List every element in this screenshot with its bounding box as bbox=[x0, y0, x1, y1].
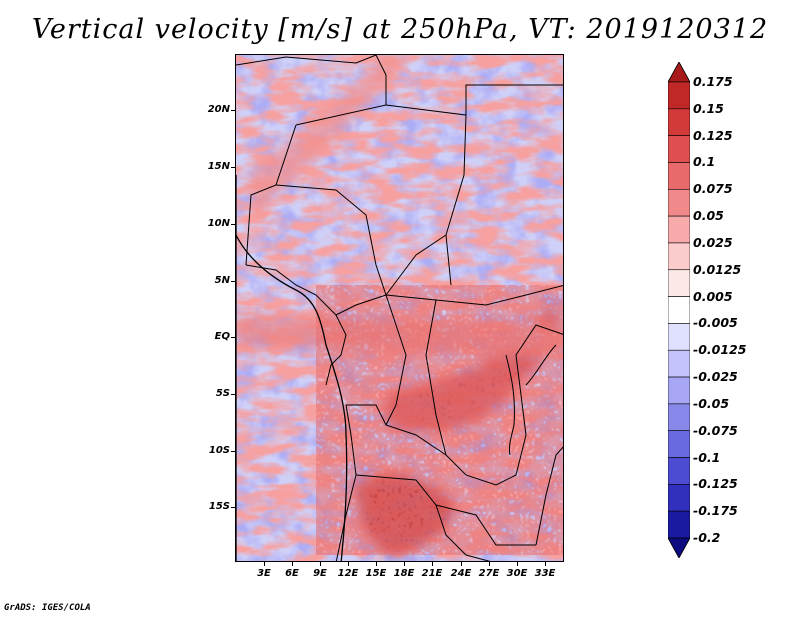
country-borders bbox=[236, 55, 563, 561]
x-label-15e: 15E bbox=[365, 568, 387, 579]
x-label-30e: 30E bbox=[506, 568, 528, 579]
x-tick bbox=[376, 562, 377, 566]
colorbar-label: -0.2 bbox=[693, 530, 721, 545]
colorbar-swatch bbox=[667, 430, 691, 458]
x-label-9e: 9E bbox=[313, 568, 327, 579]
coastline bbox=[236, 175, 348, 561]
colorbar-max-triangle bbox=[667, 61, 691, 83]
y-label-20n: 20N bbox=[207, 104, 230, 115]
y-label-5s: 5S bbox=[215, 388, 230, 399]
colorbar-label: 0.05 bbox=[693, 208, 724, 224]
x-label-21e: 21E bbox=[421, 568, 443, 579]
y-label-10s: 10S bbox=[208, 445, 230, 456]
x-tick bbox=[489, 562, 490, 566]
colorbar-label: -0.05 bbox=[693, 395, 730, 411]
y-label-15s: 15S bbox=[208, 501, 230, 512]
y-label-eq: EQ bbox=[214, 331, 230, 342]
colorbar-label: 0.0125 bbox=[693, 261, 742, 277]
x-tick bbox=[545, 562, 546, 566]
colorbar-swatch bbox=[667, 323, 691, 351]
x-label-6e: 6E bbox=[285, 568, 299, 579]
x-label-18e: 18E bbox=[393, 568, 415, 579]
colorbar-swatch bbox=[667, 403, 691, 432]
colorbar-label: 0.075 bbox=[693, 181, 733, 197]
colorbar-label: -0.125 bbox=[693, 476, 738, 492]
colorbar-swatch bbox=[667, 296, 691, 324]
colorbar-min-triangle bbox=[667, 537, 691, 559]
colorbar-label: -0.005 bbox=[693, 315, 738, 331]
colorbar-swatch bbox=[667, 376, 691, 405]
y-tick bbox=[231, 281, 235, 282]
y-tick bbox=[231, 507, 235, 508]
y-label-10n: 10N bbox=[207, 218, 230, 229]
x-tick bbox=[461, 562, 462, 566]
x-tick bbox=[320, 562, 321, 566]
x-label-33e: 33E bbox=[534, 568, 556, 579]
y-tick bbox=[231, 224, 235, 225]
x-label-27e: 27E bbox=[478, 568, 500, 579]
x-tick bbox=[264, 562, 265, 566]
colorbar bbox=[667, 61, 691, 559]
y-tick bbox=[231, 394, 235, 395]
colorbar-label: -0.1 bbox=[693, 449, 721, 465]
colorbar-label: -0.175 bbox=[693, 503, 738, 519]
credit-text: GrADS: IGES/COLA bbox=[4, 603, 91, 613]
colorbar-label: -0.025 bbox=[693, 369, 738, 385]
colorbar-swatch bbox=[667, 162, 691, 190]
x-tick bbox=[404, 562, 405, 566]
colorbar-label: 0.175 bbox=[693, 74, 733, 89]
y-tick bbox=[231, 337, 235, 338]
colorbar-label: -0.075 bbox=[693, 422, 738, 438]
colorbar-swatch bbox=[667, 188, 691, 217]
colorbar-swatch bbox=[667, 215, 691, 244]
y-label-15n: 15N bbox=[207, 161, 230, 172]
colorbar-swatch bbox=[667, 81, 691, 110]
x-label-24e: 24E bbox=[450, 568, 472, 579]
colorbar-swatch bbox=[667, 242, 691, 271]
y-label-5n: 5N bbox=[214, 275, 230, 286]
colorbar-label: 0.025 bbox=[693, 234, 733, 250]
colorbar-swatch bbox=[667, 457, 691, 485]
x-label-12e: 12E bbox=[337, 568, 359, 579]
colorbar-swatch bbox=[667, 269, 691, 297]
y-tick bbox=[231, 167, 235, 168]
y-tick bbox=[231, 451, 235, 452]
map-panel bbox=[235, 54, 564, 562]
colorbar-label: 0.125 bbox=[693, 127, 733, 143]
colorbar-swatch bbox=[667, 108, 691, 136]
x-tick bbox=[432, 562, 433, 566]
colorbar-swatch bbox=[667, 349, 691, 378]
x-tick bbox=[517, 562, 518, 566]
colorbar-label: 0.15 bbox=[693, 100, 724, 116]
colorbar-swatch bbox=[667, 484, 691, 512]
y-tick bbox=[231, 110, 235, 111]
colorbar-label: -0.0125 bbox=[693, 342, 747, 358]
colorbar-swatch bbox=[667, 135, 691, 163]
convective-speckle bbox=[316, 285, 563, 555]
chart-title: Vertical velocity [m/s] at 250hPa, VT: 2… bbox=[31, 14, 769, 45]
colorbar-swatch bbox=[667, 510, 691, 539]
x-tick bbox=[292, 562, 293, 566]
colorbar-label: 0.005 bbox=[693, 288, 733, 304]
colorbar-label: 0.1 bbox=[693, 154, 716, 170]
x-tick bbox=[348, 562, 349, 566]
x-label-3e: 3E bbox=[257, 568, 271, 579]
